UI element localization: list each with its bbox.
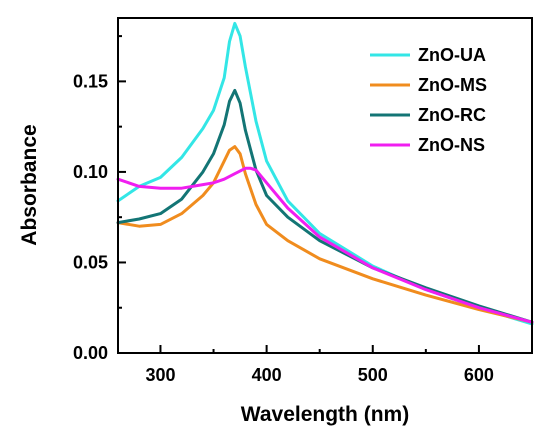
y-tick-label: 0.15 <box>73 71 108 91</box>
y-axis-title: Absorbance <box>18 124 41 245</box>
series-lines <box>116 21 534 326</box>
series-line-1 <box>116 145 534 324</box>
axis-ticks: 300 400 500 600 0.00 0.05 0.10 0.15 <box>73 35 494 385</box>
legend: ZnO-UA ZnO-MS ZnO-RC ZnO-NS <box>370 45 487 155</box>
plot-area <box>118 18 532 353</box>
y-tick-label: 0.10 <box>73 162 108 182</box>
legend-label-2: ZnO-RC <box>418 105 486 125</box>
legend-label-0: ZnO-UA <box>418 45 486 65</box>
x-tick-label: 500 <box>358 365 388 385</box>
x-axis-title: Wavelength (nm) <box>241 403 409 426</box>
legend-label-3: ZnO-NS <box>418 135 485 155</box>
legend-label-1: ZnO-MS <box>418 75 487 95</box>
x-tick-label: 300 <box>145 365 175 385</box>
series-line-0 <box>116 21 534 326</box>
series-line-3 <box>116 166 534 324</box>
x-tick-label: 600 <box>464 365 494 385</box>
y-tick-label: 0.05 <box>73 252 108 272</box>
x-tick-label: 400 <box>252 365 282 385</box>
y-tick-label: 0.00 <box>73 343 108 363</box>
plot-frame <box>117 17 533 354</box>
